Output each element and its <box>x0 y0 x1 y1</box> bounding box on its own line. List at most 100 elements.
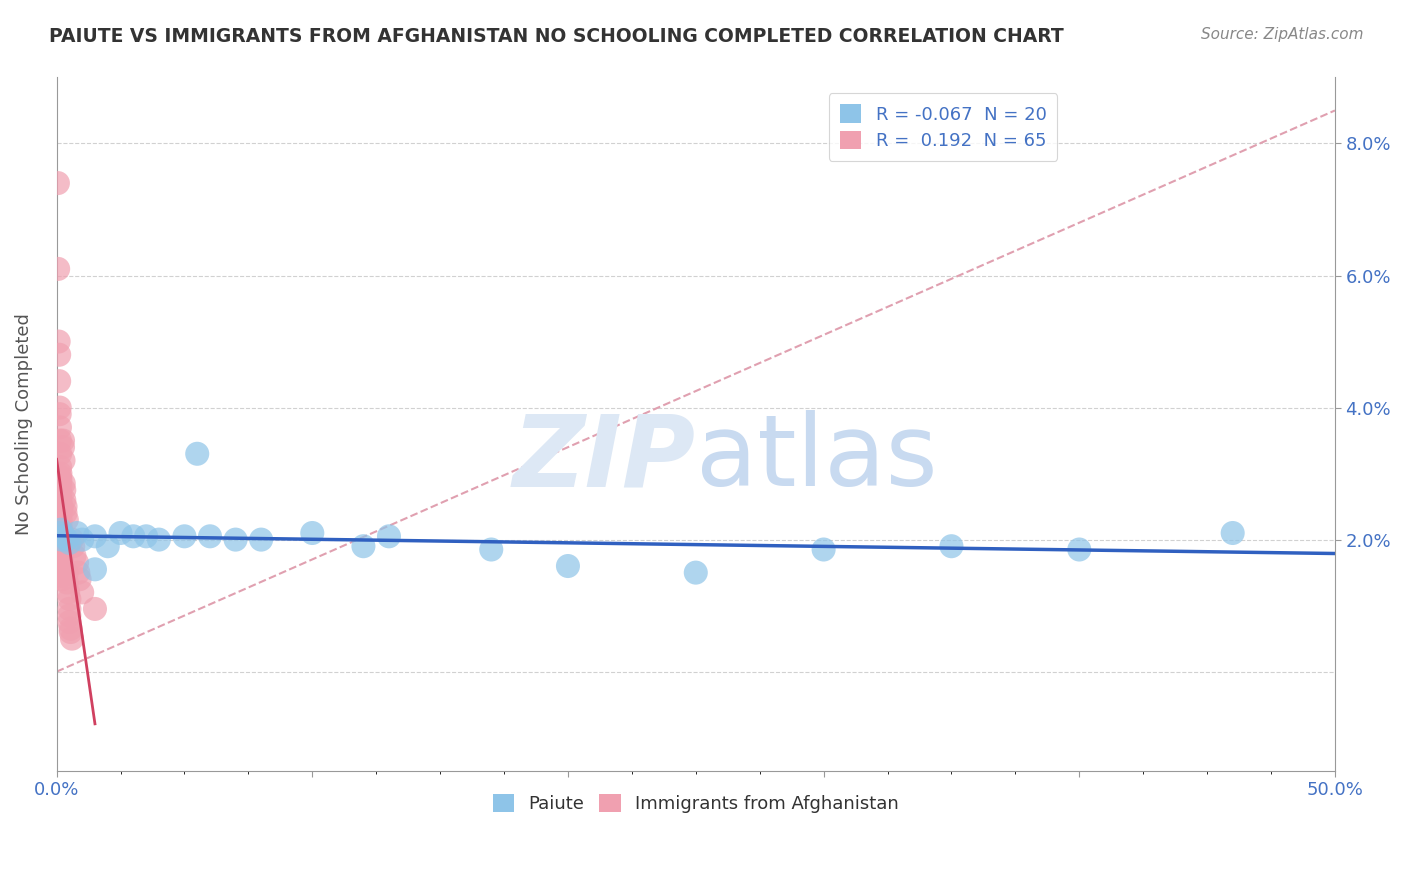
Point <box>58 592 80 607</box>
Point <box>813 542 835 557</box>
Point <box>84 529 107 543</box>
Point <box>59 622 82 636</box>
Point <box>49 470 72 484</box>
Point <box>46 261 69 276</box>
Point <box>97 539 120 553</box>
Point <box>941 539 963 553</box>
Point <box>378 529 401 543</box>
Point <box>48 374 70 388</box>
Point <box>250 533 273 547</box>
Point <box>557 559 579 574</box>
Point <box>51 500 73 514</box>
Point <box>173 529 195 543</box>
Point <box>58 602 80 616</box>
Point <box>51 546 73 560</box>
Point <box>51 556 73 570</box>
Point <box>67 566 90 580</box>
Point <box>51 533 73 547</box>
Point <box>48 334 70 349</box>
Point <box>49 523 72 537</box>
Point <box>49 473 72 487</box>
Point <box>52 440 75 454</box>
Point <box>58 536 80 550</box>
Point <box>53 483 76 497</box>
Point <box>51 572 73 586</box>
Point <box>48 401 70 415</box>
Text: PAIUTE VS IMMIGRANTS FROM AFGHANISTAN NO SCHOOLING COMPLETED CORRELATION CHART: PAIUTE VS IMMIGRANTS FROM AFGHANISTAN NO… <box>49 27 1064 45</box>
Point <box>49 467 72 481</box>
Point <box>51 569 73 583</box>
Point <box>198 529 221 543</box>
Point <box>49 526 72 541</box>
Point <box>49 486 72 500</box>
Point <box>56 575 79 590</box>
Text: ZIP: ZIP <box>513 410 696 508</box>
Point <box>58 608 80 623</box>
Point <box>46 176 69 190</box>
Point <box>49 460 72 475</box>
Legend: Paiute, Immigrants from Afghanistan: Paiute, Immigrants from Afghanistan <box>482 783 910 824</box>
Point <box>52 453 75 467</box>
Point <box>66 526 89 541</box>
Point <box>352 539 374 553</box>
Point <box>1069 542 1091 557</box>
Point <box>60 632 83 646</box>
Point <box>49 434 72 448</box>
Point <box>479 542 502 557</box>
Point <box>186 447 208 461</box>
Point <box>49 519 72 533</box>
Point <box>51 562 73 576</box>
Point <box>56 566 79 580</box>
Point <box>110 526 132 541</box>
Point <box>56 513 79 527</box>
Point <box>60 533 83 547</box>
Point <box>49 506 72 520</box>
Point <box>122 529 145 543</box>
Point <box>55 500 77 514</box>
Point <box>53 529 76 543</box>
Point <box>48 407 70 421</box>
Point <box>84 562 107 576</box>
Point <box>52 434 75 448</box>
Point <box>63 549 86 563</box>
Point <box>69 572 91 586</box>
Point <box>49 500 72 514</box>
Point <box>66 556 89 570</box>
Point <box>49 493 72 508</box>
Point <box>1222 526 1244 541</box>
Point <box>49 529 72 543</box>
Point <box>135 529 157 543</box>
Y-axis label: No Schooling Completed: No Schooling Completed <box>15 313 32 535</box>
Point <box>49 523 72 537</box>
Point <box>51 552 73 566</box>
Point <box>51 536 73 550</box>
Point <box>58 615 80 629</box>
Point <box>225 533 247 547</box>
Point <box>52 476 75 491</box>
Point <box>51 559 73 574</box>
Point <box>56 585 79 599</box>
Point <box>56 533 79 547</box>
Point <box>59 625 82 640</box>
Point <box>51 549 73 563</box>
Point <box>51 566 73 580</box>
Point <box>70 585 93 599</box>
Point <box>62 539 84 553</box>
Point <box>685 566 707 580</box>
Point <box>148 533 170 547</box>
Point <box>49 447 72 461</box>
Point <box>48 526 70 541</box>
Text: atlas: atlas <box>696 410 938 508</box>
Point <box>301 526 323 541</box>
Point <box>70 533 93 547</box>
Text: Source: ZipAtlas.com: Source: ZipAtlas.com <box>1201 27 1364 42</box>
Point <box>53 493 76 508</box>
Point <box>84 602 107 616</box>
Point <box>48 348 70 362</box>
Point <box>49 513 72 527</box>
Point <box>49 480 72 494</box>
Point <box>55 506 77 520</box>
Point <box>51 539 73 553</box>
Point <box>51 533 73 547</box>
Point <box>49 420 72 434</box>
